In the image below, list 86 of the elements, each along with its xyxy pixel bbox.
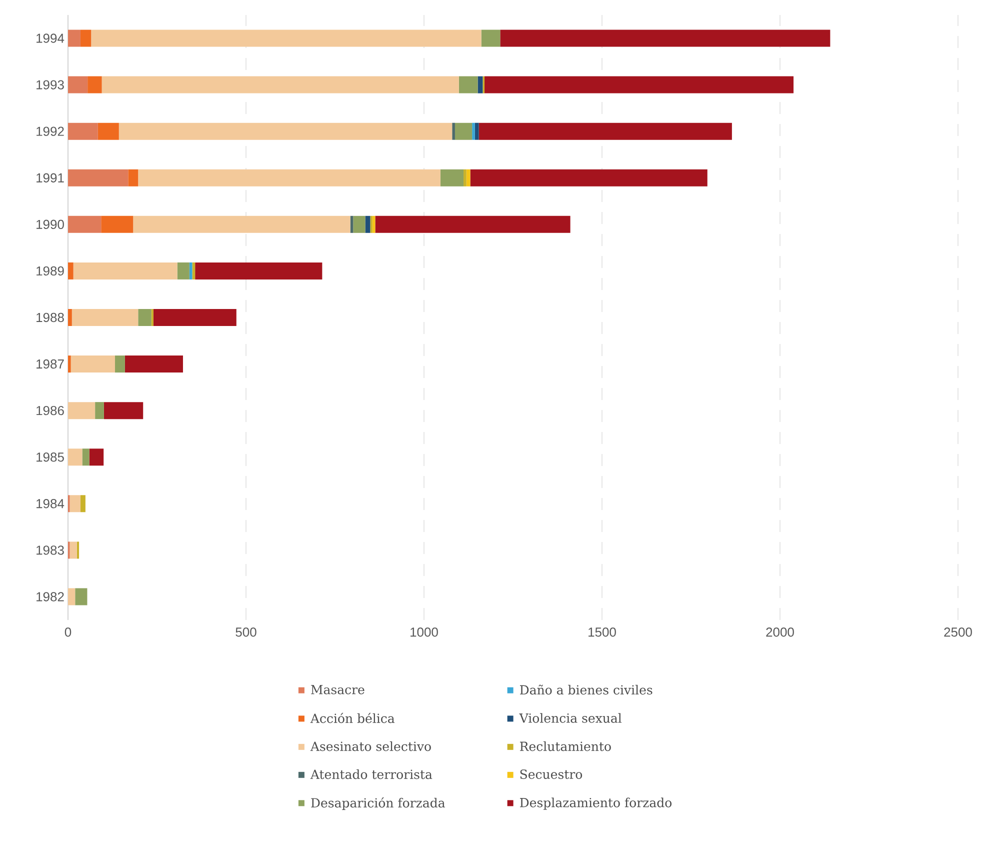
bar	[82, 448, 90, 466]
bar	[104, 402, 144, 420]
x-tick-label: 500	[236, 628, 256, 637]
y-tick-label: 1983	[36, 546, 64, 555]
bar	[195, 262, 322, 280]
x-tick-label: 2000	[766, 628, 794, 637]
bar	[440, 169, 464, 186]
bar	[76, 542, 80, 559]
bar	[464, 169, 466, 186]
bar	[68, 588, 76, 606]
bar	[68, 122, 98, 140]
bar	[466, 169, 470, 186]
bar	[500, 30, 830, 47]
bar	[68, 356, 71, 373]
bar	[472, 122, 475, 140]
bar	[68, 30, 80, 47]
bar	[484, 76, 794, 94]
bar	[68, 402, 96, 420]
y-tick-label: 1982	[36, 592, 64, 602]
bar	[138, 169, 440, 186]
legend-label: Desplazamiento forzado	[520, 798, 672, 810]
bar	[88, 76, 102, 94]
bar	[375, 216, 570, 233]
x-tick-label: 0	[64, 628, 72, 637]
bar	[478, 76, 483, 94]
y-tick-label: 1986	[36, 406, 64, 416]
bar	[458, 76, 478, 94]
bar	[133, 216, 350, 233]
bar	[474, 122, 479, 140]
bar	[353, 216, 366, 233]
legend-label: Acción bélica	[310, 712, 395, 724]
bar	[192, 262, 196, 280]
y-tick-label: 1989	[36, 266, 64, 276]
x-tick-label: 1000	[410, 628, 438, 637]
bar	[452, 122, 455, 140]
bar	[138, 308, 152, 326]
bar	[470, 169, 708, 186]
legend-label: Desaparición forzada	[311, 797, 445, 810]
bar	[365, 216, 370, 233]
y-tick-label: 1992	[36, 126, 64, 136]
bar	[478, 122, 732, 140]
y-tick-label: 1987	[36, 359, 64, 369]
bar	[101, 216, 134, 233]
bar	[153, 308, 236, 326]
bar	[128, 169, 138, 186]
bar	[68, 262, 74, 280]
bar	[68, 216, 102, 233]
bar	[118, 122, 452, 140]
bar	[68, 169, 128, 186]
y-tick-label: 1990	[36, 220, 64, 230]
y-tick-label: 1984	[36, 499, 64, 508]
bar	[124, 356, 183, 373]
x-tick-label: 2500	[944, 628, 972, 637]
bar	[91, 30, 482, 47]
y-tick-label: 1991	[36, 173, 64, 182]
bar	[70, 356, 115, 373]
bar	[80, 495, 86, 512]
legend-label: Masacre	[311, 684, 364, 694]
bar	[68, 448, 82, 466]
bar	[454, 122, 472, 140]
legend-label: Daño a bienes civiles	[520, 684, 652, 695]
legend-label: Reclutamiento	[520, 741, 611, 752]
bar	[75, 588, 88, 606]
y-tick-label: 1993	[36, 80, 64, 90]
bar	[80, 30, 92, 47]
y-tick-label: 1994	[36, 34, 64, 43]
bar	[481, 30, 500, 47]
bar	[114, 356, 125, 373]
bar	[98, 122, 119, 140]
bar	[70, 495, 80, 512]
bar	[68, 308, 72, 326]
bar	[177, 262, 190, 280]
bar	[72, 308, 138, 326]
y-tick-label: 1988	[36, 312, 64, 322]
bar	[73, 262, 178, 280]
bar	[102, 76, 459, 94]
bar	[70, 542, 77, 559]
legend-label: Asesinato selectivo	[310, 741, 431, 752]
legend-label: Secuestro	[520, 770, 582, 779]
y-tick-label: 1985	[36, 452, 64, 462]
bar	[68, 76, 88, 94]
legend-label: Violencia sexual	[519, 713, 622, 723]
x-tick-label: 1500	[588, 628, 616, 637]
bar	[89, 448, 104, 466]
legend-label: Atentado terrorista	[310, 769, 432, 780]
bar	[95, 402, 104, 420]
